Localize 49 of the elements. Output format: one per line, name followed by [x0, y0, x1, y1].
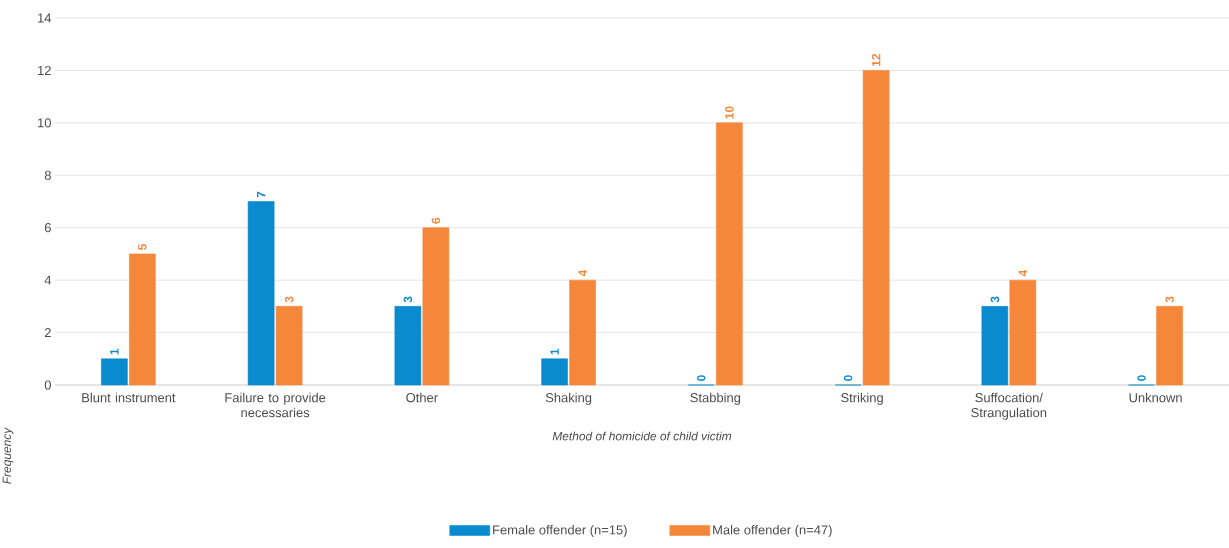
x-tick-label: Blunt instrument [82, 392, 176, 403]
bar [275, 306, 303, 386]
y-tick-label: 4 [44, 275, 52, 285]
bar [247, 201, 275, 386]
data-label: 12 [871, 53, 881, 67]
bar [569, 279, 596, 386]
x-axis-title: Method of homicide of child victim [552, 431, 732, 441]
bar [981, 306, 1009, 386]
data-label: 10 [725, 106, 734, 119]
data-label: 4 [578, 269, 587, 277]
data-label: 4 [1018, 269, 1027, 277]
data-label: 7 [257, 191, 266, 198]
data-label: 0 [843, 375, 853, 381]
bar [716, 122, 743, 386]
x-tick-label: Stabbing [690, 392, 741, 405]
y-tick-label: 14 [38, 13, 52, 23]
y-tick-label: 12 [38, 65, 51, 75]
y-tick-label: 6 [44, 223, 51, 233]
data-label: 5 [138, 243, 147, 250]
legend-label: Male offender (n=47) [713, 524, 832, 538]
x-tick-label: Suffocation/ Strangulation [971, 392, 1047, 420]
data-label: 0 [1137, 375, 1146, 381]
y-tick-label: 2 [44, 328, 51, 338]
x-tick-label: Unknown [1129, 392, 1182, 403]
bar [541, 358, 568, 386]
data-label: 3 [990, 296, 1000, 303]
data-label: 3 [284, 296, 294, 303]
bar [129, 253, 156, 386]
x-tick-label: Other [406, 392, 438, 403]
data-label: 0 [697, 375, 706, 381]
y-tick-label: 8 [44, 170, 51, 180]
data-label: 3 [403, 296, 413, 303]
y-axis-title: Frequency [2, 427, 14, 484]
x-tick-label: Striking [841, 392, 883, 405]
bar [862, 70, 890, 386]
data-label: 1 [550, 348, 559, 355]
legend-label: Female offender (n=15) [493, 524, 627, 538]
bar [1009, 279, 1037, 386]
data-label: 3 [1165, 296, 1174, 303]
x-tick-label: Shaking [545, 392, 592, 405]
data-label: 6 [431, 217, 441, 224]
bar [1156, 306, 1183, 386]
y-tick-label: 0 [44, 380, 51, 390]
bar [394, 306, 422, 386]
data-label: 1 [110, 348, 119, 355]
bar [101, 358, 128, 386]
bar [422, 227, 450, 386]
y-tick-label: 10 [38, 118, 51, 128]
x-tick-label: Failure to provide necessaries [225, 392, 326, 418]
